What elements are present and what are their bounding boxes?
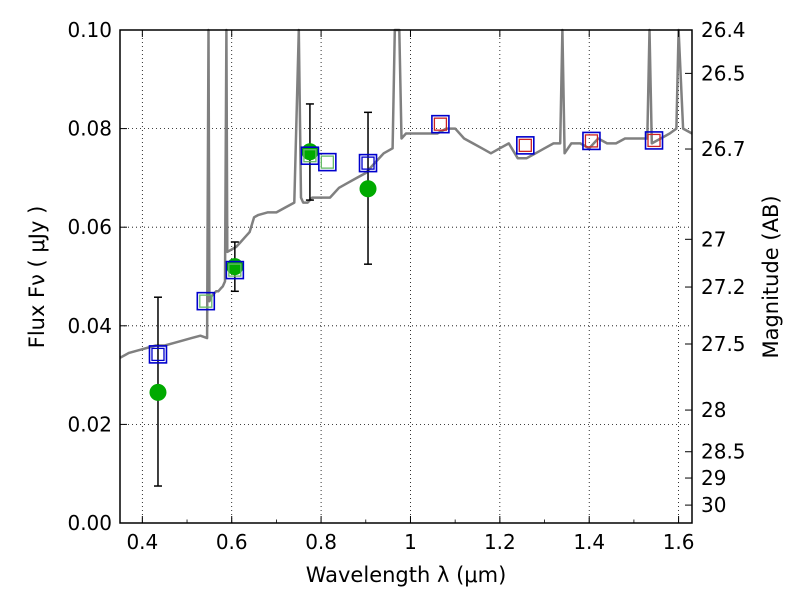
x-tick-label: 0.4	[126, 530, 158, 554]
x-axis-title: Wavelength λ (μm)	[306, 563, 507, 587]
y-tick-label: 0.00	[67, 511, 112, 535]
x-tick-label: 0.6	[216, 530, 248, 554]
model-point-outer	[516, 136, 535, 155]
x-tick-label: 1	[404, 530, 417, 554]
y-axis-title: Flux Fν ( μJy )	[25, 206, 49, 349]
model-point-outer	[582, 131, 601, 151]
y-tick-label: 0.04	[67, 314, 112, 338]
y2-tick-label: 28.5	[701, 440, 746, 464]
grid-layer	[120, 30, 692, 523]
x-tick-label: 1.6	[663, 530, 695, 554]
model-point-outer	[431, 114, 450, 134]
y2-tick-label: 27.5	[701, 332, 746, 356]
observed-layer	[149, 143, 377, 401]
model-point-inner	[151, 347, 165, 362]
model-point-inner	[433, 117, 448, 131]
model-point-inner	[303, 149, 317, 163]
tick-layer: 0.4 0.6 0.8 1 1.2 1.4 1.6 0.00 0.02 0.04 0.06 0.08 0…	[67, 18, 745, 554]
model-point-outer	[318, 152, 337, 172]
x-tick-label: 0.8	[305, 530, 337, 554]
x-tick-label: 1.4	[573, 530, 605, 554]
model-point-outer	[225, 260, 245, 280]
model-layer	[148, 114, 664, 364]
model-point-outer	[196, 291, 216, 311]
model-point-inner	[518, 138, 532, 153]
spectrum-line	[119, 28, 693, 359]
model-point-inner	[361, 156, 375, 170]
y-tick-label: 0.10	[67, 18, 112, 42]
y2-tick-label: 29	[701, 466, 726, 490]
y2-tick-label: 26.7	[701, 137, 746, 161]
y2-axis-title: Magnitude (AB)	[759, 195, 783, 358]
model-point-inner	[647, 133, 661, 148]
y2-tick-label: 30	[701, 493, 726, 517]
y2-tick-label: 26.4	[701, 18, 746, 42]
y-tick-label: 0.08	[67, 117, 112, 141]
model-point-inner	[320, 155, 335, 169]
y2-tick-label: 27.2	[701, 275, 746, 299]
y-tick-label: 0.02	[67, 412, 112, 436]
plot-frame	[119, 29, 693, 524]
model-point-outer	[358, 153, 378, 173]
y2-tick-label: 28	[701, 398, 726, 422]
model-point-outer	[644, 131, 664, 150]
y2-tick-label: 26.5	[701, 61, 746, 85]
observed-point	[149, 383, 167, 401]
y2-tick-label: 27	[701, 227, 726, 251]
model-point-outer	[148, 345, 168, 364]
model-point-inner	[228, 263, 242, 277]
model-point-inner	[199, 294, 213, 308]
observed-point	[359, 180, 377, 198]
spectrum-layer	[119, 28, 693, 359]
x-tick-label: 1.2	[484, 530, 516, 554]
errorbar-layer	[153, 103, 373, 487]
y-tick-label: 0.06	[67, 215, 112, 239]
model-point-inner	[584, 134, 599, 148]
